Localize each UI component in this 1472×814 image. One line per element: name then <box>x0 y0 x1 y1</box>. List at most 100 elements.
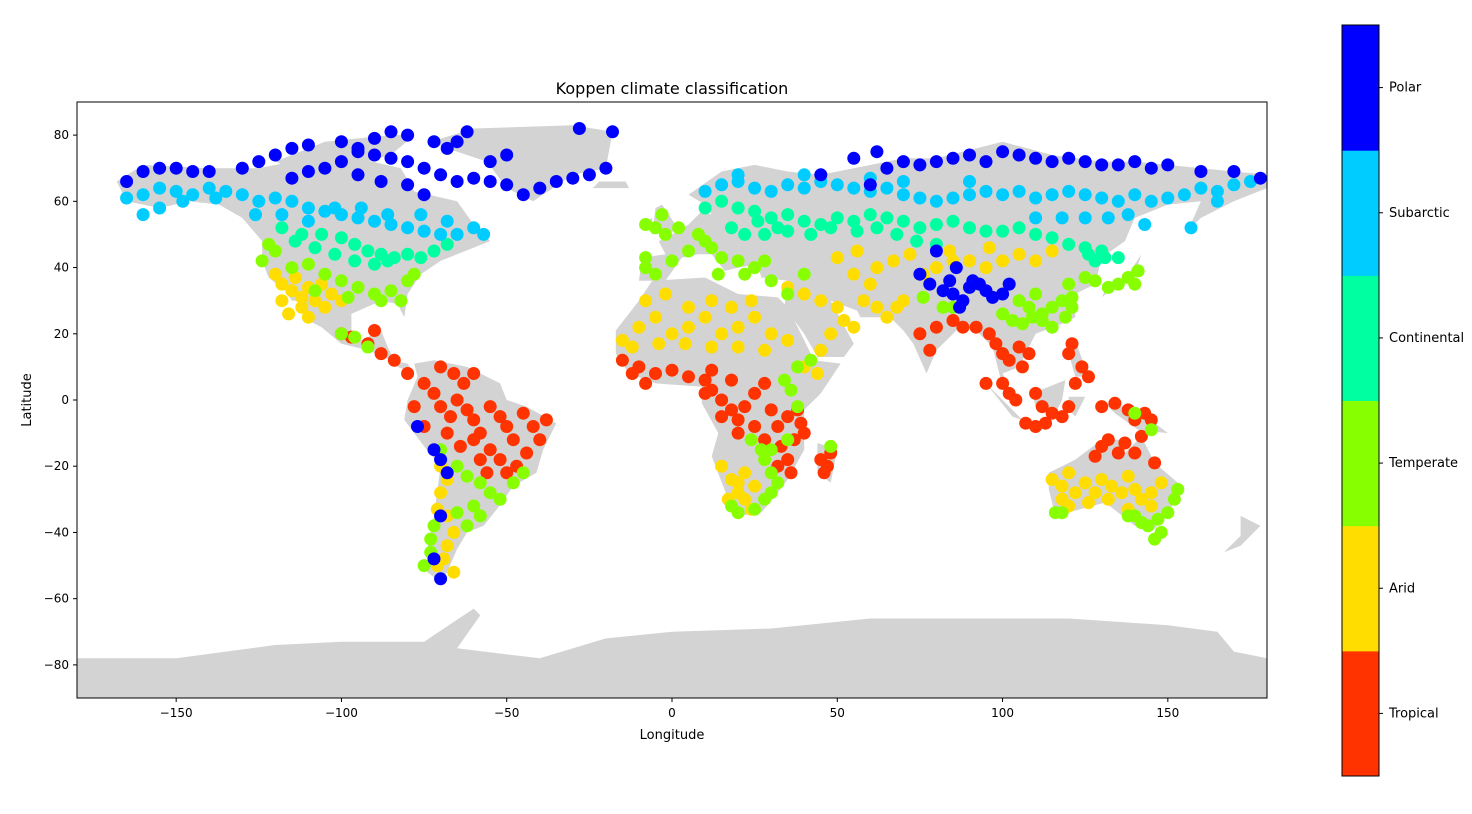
data-point <box>477 227 491 241</box>
data-point <box>1055 410 1069 424</box>
data-point <box>500 420 514 433</box>
data-point <box>285 194 299 208</box>
data-point <box>748 261 762 275</box>
data-point <box>731 476 745 490</box>
data-point <box>1095 158 1109 172</box>
data-point <box>1012 184 1026 198</box>
data-point <box>996 188 1010 202</box>
data-point <box>460 519 474 533</box>
data-point <box>407 267 421 281</box>
data-point <box>781 433 795 447</box>
data-point <box>715 410 729 424</box>
data-point <box>334 135 348 149</box>
data-point <box>1029 211 1043 225</box>
data-point <box>896 294 910 308</box>
data-point <box>847 267 861 281</box>
data-point <box>1055 492 1069 506</box>
data-point <box>946 314 960 327</box>
data-point <box>963 175 976 188</box>
data-point <box>698 373 712 387</box>
data-point <box>953 300 967 314</box>
x-tick-label: −50 <box>494 706 519 720</box>
data-point <box>929 194 943 208</box>
data-point <box>870 261 884 275</box>
data-point <box>136 208 150 222</box>
data-point <box>1194 181 1208 195</box>
data-point <box>275 294 289 308</box>
data-point <box>275 208 289 222</box>
data-point <box>434 400 448 414</box>
data-point <box>351 211 365 225</box>
data-point <box>1055 479 1069 493</box>
data-point <box>1055 211 1069 225</box>
data-point <box>731 340 745 354</box>
data-point <box>639 376 653 390</box>
data-point <box>810 367 824 380</box>
data-point <box>447 525 461 539</box>
data-point <box>751 214 765 228</box>
land-shape <box>986 383 1023 420</box>
data-point <box>186 188 200 202</box>
data-point <box>414 251 428 265</box>
data-point <box>658 227 672 241</box>
land-shape <box>77 608 1267 698</box>
data-point <box>417 161 431 175</box>
data-point <box>1029 227 1043 241</box>
data-point <box>599 161 613 175</box>
data-point <box>315 227 329 241</box>
data-point <box>979 261 993 275</box>
data-point <box>384 218 398 231</box>
data-point <box>169 161 183 175</box>
data-point <box>381 208 395 222</box>
data-point <box>401 128 415 142</box>
data-point <box>417 188 431 202</box>
data-point <box>880 211 894 225</box>
data-point <box>1194 165 1208 178</box>
data-point <box>1022 300 1036 314</box>
data-point <box>460 403 474 417</box>
data-point <box>1045 231 1059 245</box>
data-point <box>176 194 190 208</box>
colorbar-segment-subarctic <box>1342 150 1379 276</box>
data-point <box>1006 314 1019 327</box>
data-point <box>979 184 993 198</box>
data-point <box>235 161 249 175</box>
data-point <box>368 214 381 228</box>
data-point <box>401 367 415 380</box>
data-point <box>936 300 950 314</box>
data-point <box>929 155 943 169</box>
data-point <box>748 181 762 195</box>
data-point <box>887 254 900 268</box>
data-point <box>136 188 150 202</box>
data-point <box>457 376 471 390</box>
data-point <box>744 294 758 308</box>
data-point <box>863 208 877 222</box>
data-point <box>348 330 362 344</box>
data-point <box>764 443 778 457</box>
colorbar-label-continental: Continental <box>1389 331 1464 346</box>
data-point <box>1144 499 1158 513</box>
data-point <box>1012 148 1026 162</box>
data-point <box>1015 360 1029 374</box>
data-point <box>434 360 448 374</box>
data-point <box>1078 271 1092 284</box>
data-point <box>1105 479 1119 493</box>
data-point <box>186 165 200 178</box>
data-point <box>473 476 487 490</box>
data-point <box>1029 287 1043 301</box>
data-point <box>1002 277 1016 291</box>
data-point <box>764 211 778 225</box>
data-point <box>467 433 481 447</box>
data-point <box>1078 155 1092 169</box>
series-polar <box>120 122 1267 586</box>
data-point <box>301 310 315 324</box>
data-point <box>913 327 927 341</box>
data-point <box>526 420 540 433</box>
data-point <box>120 175 134 188</box>
data-point <box>1138 218 1152 231</box>
data-point <box>493 492 507 506</box>
data-point <box>566 171 580 185</box>
data-point <box>493 410 507 424</box>
data-point <box>814 343 828 357</box>
